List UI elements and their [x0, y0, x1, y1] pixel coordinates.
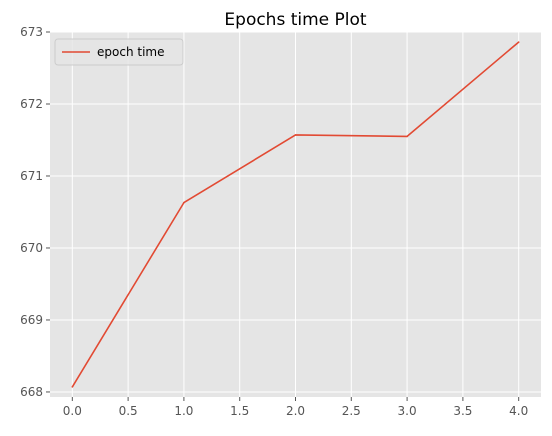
data-point [517, 41, 520, 43]
data-point [294, 134, 297, 136]
x-tick-label: 2.5 [342, 404, 361, 418]
grid-lines [50, 31, 541, 397]
data-point [71, 386, 74, 388]
x-tick-label: 0.0 [63, 404, 82, 418]
legend: epoch time [54, 38, 184, 66]
y-axis-ticks: 668 669 670 671 672 673 [20, 25, 50, 399]
x-tick-label: 2.0 [286, 404, 305, 418]
x-tick-label: 3.0 [398, 404, 417, 418]
chart-title: Epochs time Plot [224, 10, 367, 30]
y-tick-label: 669 [20, 313, 43, 327]
y-tick-label: 668 [20, 385, 43, 399]
legend-label-epoch-time: epoch time [97, 45, 164, 59]
y-tick-label: 672 [20, 97, 43, 111]
x-tick-label: 1.5 [230, 404, 249, 418]
x-tick-label: 1.0 [174, 404, 193, 418]
x-tick-label: 0.5 [119, 404, 138, 418]
x-axis-ticks: 0.0 0.5 1.0 1.5 2.0 2.5 3.0 3.5 4.0 [63, 397, 528, 418]
x-tick-label: 4.0 [509, 404, 528, 418]
data-point [406, 135, 408, 138]
y-tick-label: 670 [20, 241, 43, 255]
series-lines [71, 41, 520, 388]
y-tick-label: 671 [20, 169, 43, 183]
legend-box [54, 38, 184, 66]
y-tick-label: 673 [20, 25, 43, 39]
data-point [183, 201, 185, 204]
x-tick-label: 3.5 [453, 404, 472, 418]
